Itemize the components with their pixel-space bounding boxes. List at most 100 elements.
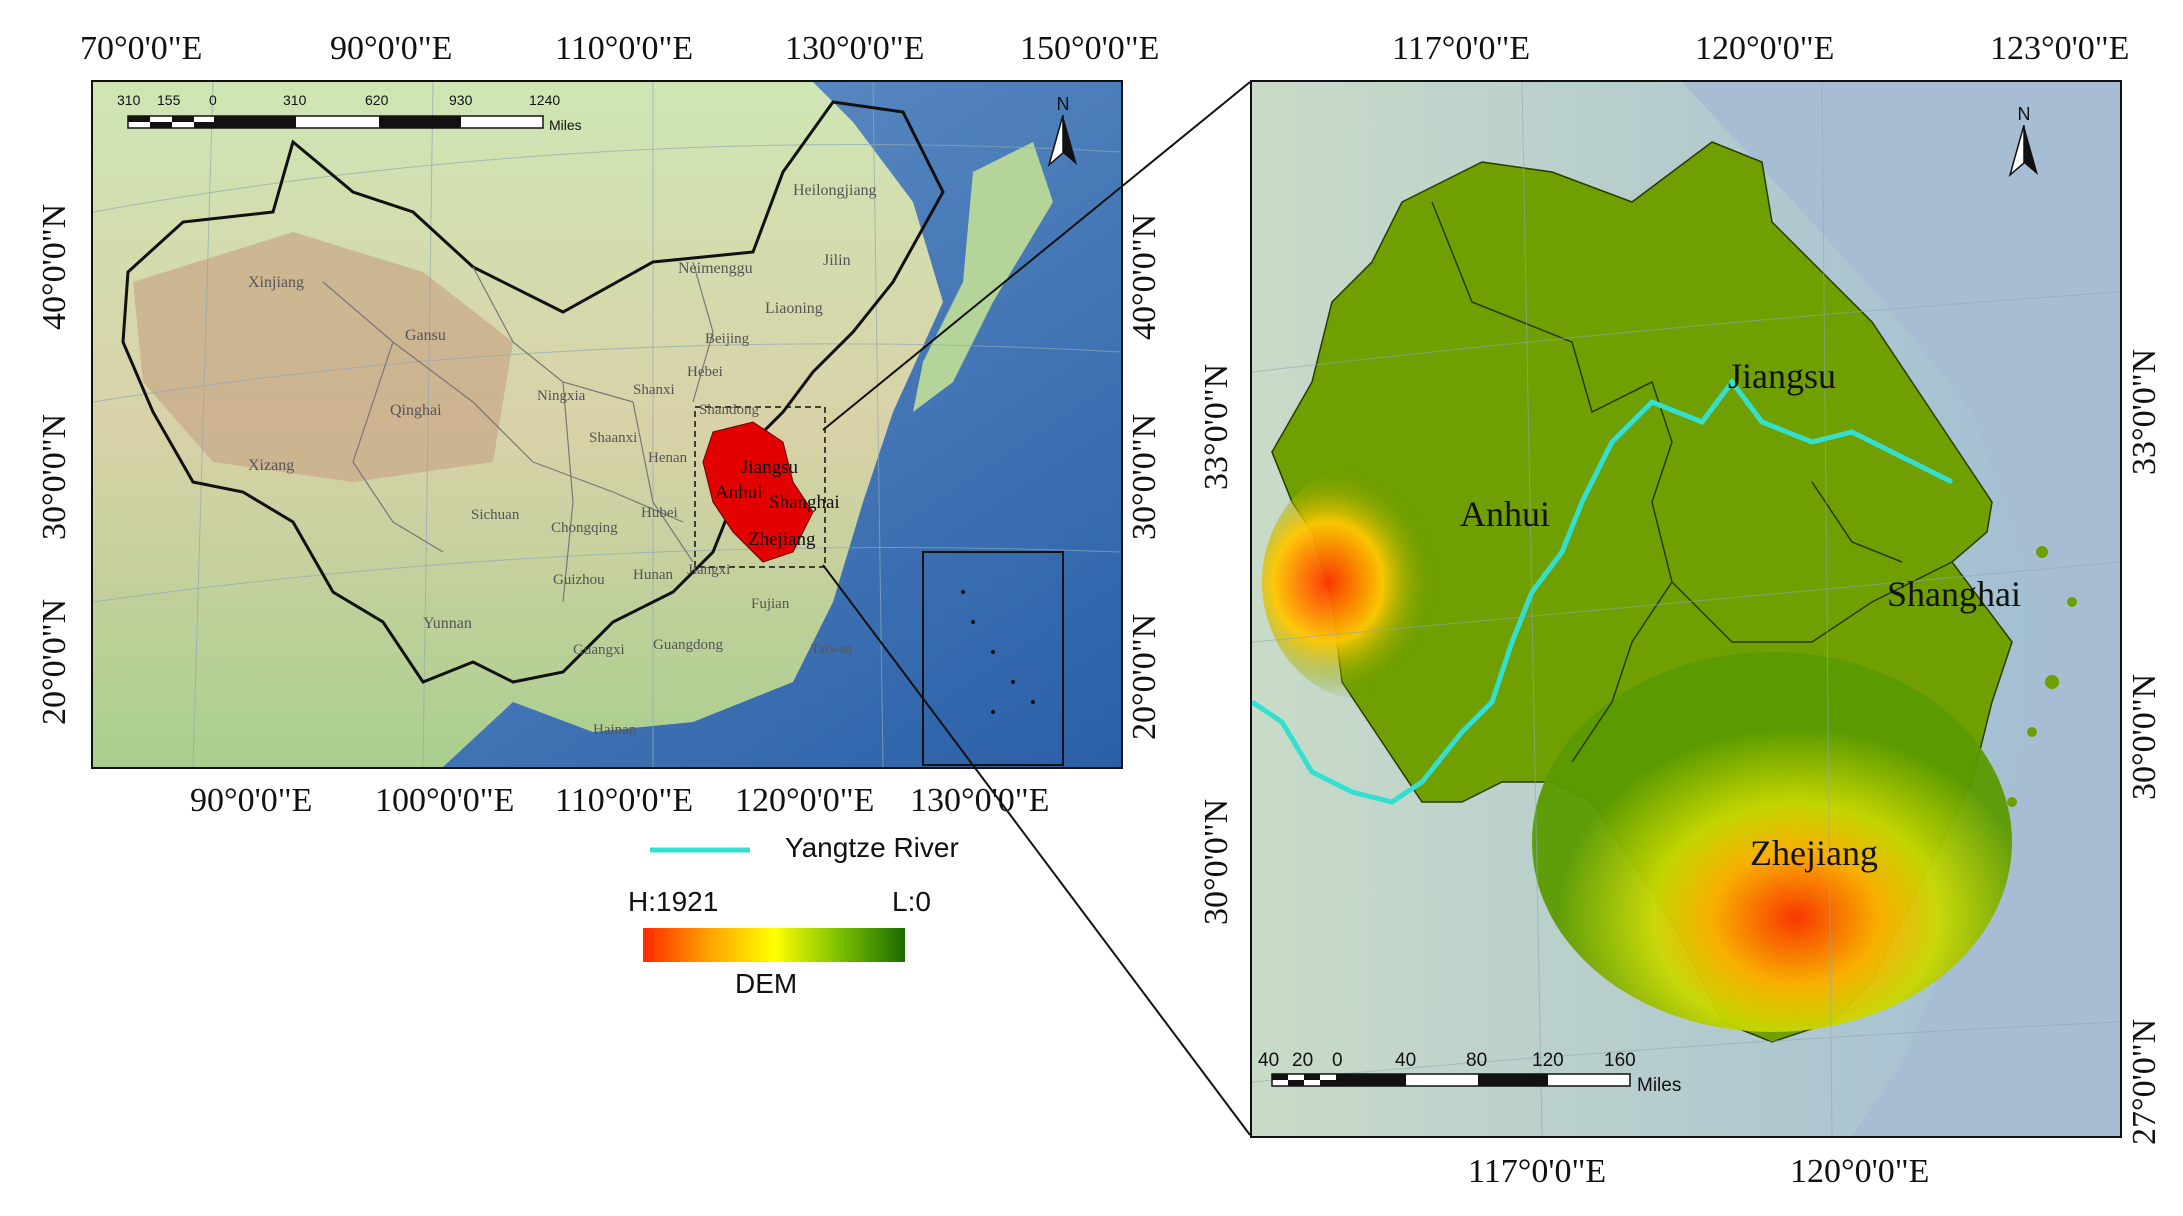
province-label: Sichuan — [471, 507, 520, 523]
right-detail-map: Jiangsu Anhui Shanghai Zhejiang 40 20 0 … — [1250, 80, 2122, 1138]
north-label: N — [2017, 104, 2031, 124]
scale-tick: 20 — [1292, 1050, 1314, 1071]
right-right-lat-label: 27°0'0"N — [2126, 1018, 2163, 1145]
tibet-plateau — [133, 232, 513, 482]
province-label-jiangsu: Jiangsu — [1728, 356, 1836, 396]
scale-tick: 1240 — [529, 92, 561, 108]
dem-low-label: L:0 — [892, 886, 931, 917]
right-top-lon-label: 123°0'0"E — [1990, 30, 2130, 67]
right-bottom-lon-label: 120°0'0"E — [1790, 1153, 1930, 1190]
province-label: Guizhou — [553, 572, 605, 588]
study-label-zhejiang: Zhejiang — [748, 529, 816, 550]
province-label-zhejiang: Zhejiang — [1750, 833, 1878, 873]
province-label: Heilongjiang — [793, 182, 877, 199]
japan-islands — [913, 142, 1053, 412]
dem-high-zone-west — [1262, 462, 1482, 702]
river-legend-line — [650, 847, 750, 853]
right-map-canvas — [1252, 82, 2120, 1136]
right-left-lat-label: 30°0'0"N — [1198, 798, 1235, 925]
left-overview-map: Heilongjiang Jilin Neimenggu Liaoning Xi… — [91, 80, 1123, 769]
province-boundaries — [1431, 201, 1953, 763]
province-label: Taiwan — [811, 642, 853, 657]
study-area-highlight — [702, 421, 814, 563]
sea-area — [1682, 82, 2120, 1136]
scale-tick: 0 — [209, 92, 217, 108]
left-top-lon-label: 110°0'0"E — [555, 30, 694, 67]
province-label: Liaoning — [765, 300, 823, 317]
inset-extent-box — [694, 406, 826, 568]
right-left-lat-label: 33°0'0"N — [1198, 363, 1235, 490]
province-label-anhui: Anhui — [1460, 494, 1550, 534]
left-top-lon-label: 90°0'0"E — [330, 30, 453, 67]
province-label: Jilin — [823, 252, 851, 269]
province-label-shanghai: Shanghai — [1887, 574, 2021, 614]
dem-legend-title: DEM — [735, 968, 798, 999]
study-label-jiangsu: Jiangsu — [741, 457, 798, 478]
graticule — [93, 82, 1121, 767]
province-label: Neimenggu — [678, 260, 753, 277]
scale-unit: Miles — [1637, 1075, 1682, 1096]
province-label: Hunan — [633, 567, 673, 583]
scale-tick: 0 — [1332, 1050, 1343, 1071]
scale-tick: 40 — [1395, 1050, 1417, 1071]
province-label: Guangxi — [573, 642, 625, 658]
right-top-lon-label: 120°0'0"E — [1695, 30, 1835, 67]
province-label: Chongqing — [551, 520, 618, 536]
province-label: Xinjiang — [248, 274, 304, 291]
right-bottom-lon-label: 117°0'0"E — [1468, 1153, 1607, 1190]
left-bottom-lon-label: 110°0'0"E — [555, 782, 694, 819]
left-top-lon-label: 150°0'0"E — [1020, 30, 1160, 67]
scale-tick: 930 — [449, 92, 473, 108]
north-arrow-icon: N — [2004, 104, 2044, 184]
province-label: Yunnan — [423, 615, 472, 632]
dem-color-ramp — [643, 928, 905, 962]
left-top-lon-label: 70°0'0"E — [80, 30, 203, 67]
scale-tick: 310 — [283, 92, 307, 108]
scale-tick: 160 — [1604, 1050, 1636, 1071]
province-label: Henan — [648, 450, 688, 466]
province-label: Hainan — [593, 722, 637, 738]
right-scale-bar — [1271, 1073, 1631, 1087]
scale-tick: 620 — [365, 92, 389, 108]
province-label: Hubei — [641, 505, 678, 521]
scale-tick: 40 — [1258, 1050, 1280, 1071]
province-label: Hebei — [687, 364, 723, 380]
province-label: Guangdong — [653, 637, 723, 653]
left-map-canvas — [93, 82, 1121, 767]
province-label: Ningxia — [537, 388, 586, 404]
province-label: Xizang — [248, 457, 295, 474]
scale-tick: 120 — [1532, 1050, 1564, 1071]
scale-tick: 310 — [117, 92, 141, 108]
coastal-islands — [2007, 546, 2077, 807]
province-label: Gansu — [405, 327, 446, 344]
left-bottom-lon-label: 120°0'0"E — [735, 782, 875, 819]
left-bottom-lon-label: 130°0'0"E — [910, 782, 1050, 819]
china-outline — [121, 100, 945, 684]
province-label: Fujian — [751, 596, 790, 612]
right-right-lat-label: 30°0'0"N — [2126, 673, 2163, 800]
province-label: Shandong — [699, 402, 759, 418]
scale-tick: 155 — [157, 92, 181, 108]
province-lines — [322, 261, 714, 603]
province-label: Shaanxi — [589, 430, 638, 446]
scale-unit: Miles — [549, 117, 582, 133]
river-legend-label: Yangtze River — [785, 832, 959, 863]
south-china-sea-inset — [922, 551, 1064, 766]
left-bottom-lon-label: 90°0'0"E — [190, 782, 313, 819]
scale-tick: 80 — [1466, 1050, 1488, 1071]
province-label: Qinghai — [390, 402, 442, 419]
north-arrow-icon: N — [1043, 94, 1083, 174]
province-label: Beijing — [705, 331, 750, 347]
dem-high-label: H:1921 — [628, 886, 719, 917]
study-label-anhui: Anhui — [715, 482, 763, 503]
left-bottom-lon-label: 100°0'0"E — [375, 782, 515, 819]
graticule — [1252, 82, 2120, 1136]
north-label: N — [1056, 94, 1070, 114]
province-label: Shanxi — [633, 382, 675, 398]
left-top-lon-label: 130°0'0"E — [785, 30, 925, 67]
left-scale-bar — [127, 115, 544, 129]
right-top-lon-label: 117°0'0"E — [1392, 30, 1531, 67]
right-right-lat-label: 33°0'0"N — [2126, 348, 2163, 475]
province-label: Jiangxi — [687, 562, 731, 578]
